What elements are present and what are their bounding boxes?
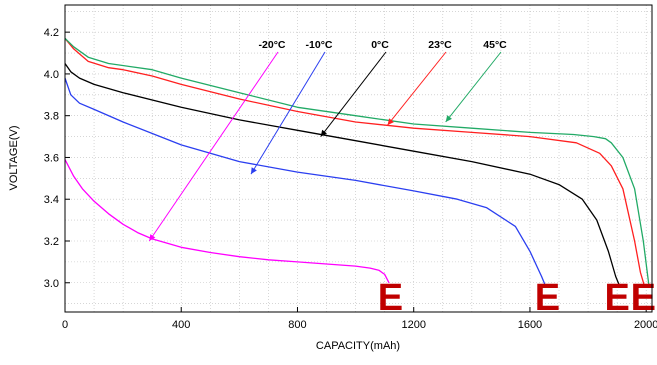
end-marker-e: E — [378, 277, 403, 319]
annotation-arrow-line — [387, 51, 447, 126]
x-tick-label: 2000 — [634, 319, 657, 331]
y-tick-label: 4.2 — [44, 27, 59, 39]
y-tick-label: 3.8 — [44, 111, 59, 123]
annotation-arrow-line — [445, 51, 502, 123]
x-tick-label: 1200 — [401, 319, 425, 331]
series-line-23°C — [64, 37, 646, 288]
annotations: -20°C -10°C 0°C 23°C 45°C — [148, 39, 507, 242]
annotation-arrow-line — [148, 51, 279, 242]
x-tick-label: 400 — [172, 319, 190, 331]
annotation-arrowhead — [250, 167, 257, 175]
plot-frame — [64, 4, 653, 313]
plot-border — [64, 4, 653, 313]
legend-label--20°C: -20°C — [259, 39, 286, 51]
annotation-arrowhead — [320, 129, 327, 137]
annotation-arrow-line — [250, 51, 326, 175]
y-tick-label: 4.0 — [44, 69, 59, 81]
axis-ticks: 0 400 800 1200 1600 2000 3.0 3.2 3.4 3.6 3.8 4.0 4.2 — [44, 27, 657, 331]
annotation-arrowhead — [387, 118, 394, 126]
annotation-arrow-line — [320, 51, 387, 137]
series-lines — [64, 37, 650, 288]
y-tick-label: 3.2 — [44, 236, 59, 248]
y-tick-label: 3.6 — [44, 152, 59, 164]
annotation-arrowhead — [149, 234, 156, 241]
legend-label-0°C: 0°C — [371, 39, 389, 51]
x-tick-label: 0 — [62, 319, 68, 331]
legend-label-45°C: 45°C — [483, 39, 507, 51]
series-line--10°C — [64, 77, 547, 288]
end-marker-e: E — [604, 277, 629, 319]
y-axis-label: VOLTAGE(V) — [8, 126, 20, 191]
legend-label--10°C: -10°C — [306, 39, 333, 51]
end-marker-e: E — [535, 277, 560, 319]
x-tick-label: 1600 — [518, 319, 542, 331]
series-line--20°C — [64, 159, 390, 284]
legend-label-23°C: 23°C — [428, 39, 452, 51]
annotation-arrowhead — [445, 115, 452, 122]
y-tick-label: 3.4 — [44, 194, 59, 206]
y-tick-label: 3.0 — [44, 278, 59, 290]
x-axis-label: CAPACITY(mAh) — [316, 340, 400, 352]
series-line-0°C — [64, 63, 621, 288]
series-line-45°C — [64, 37, 650, 287]
x-tick-label: 800 — [288, 319, 306, 331]
grid — [65, 5, 652, 312]
